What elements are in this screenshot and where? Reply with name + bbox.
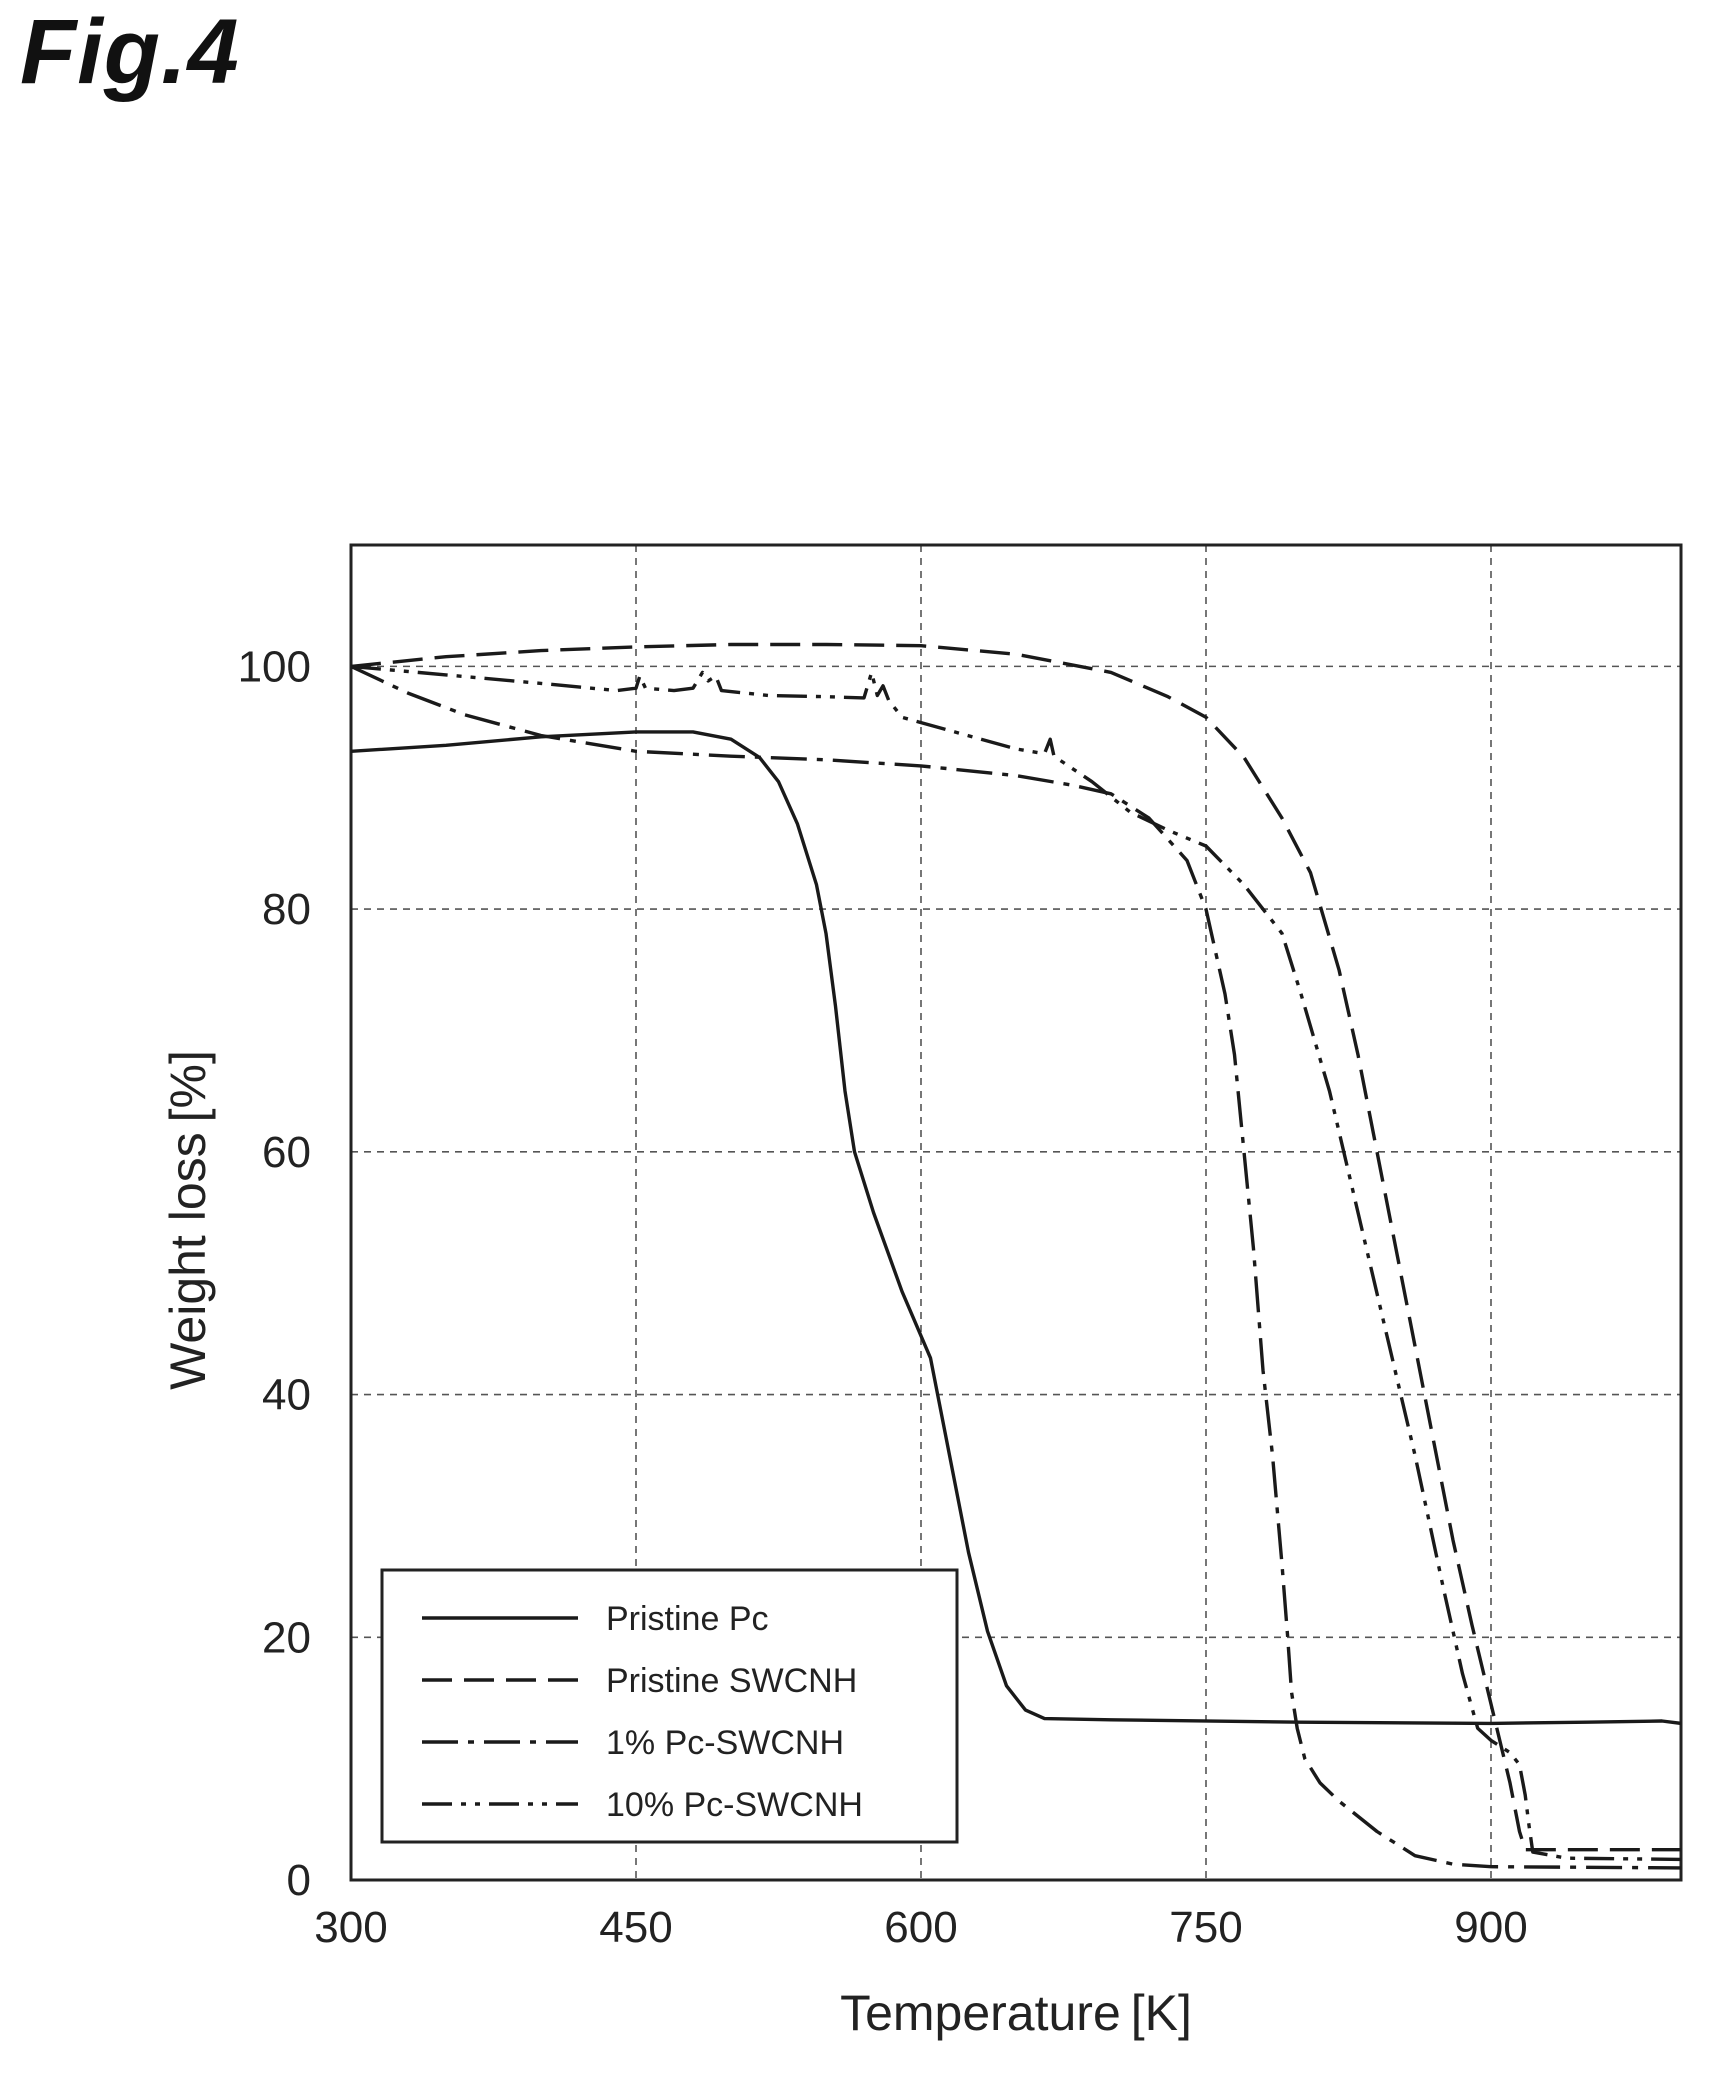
legend-label: Pristine SWCNH	[606, 1662, 857, 1700]
x-tick-label: 450	[599, 1903, 672, 1952]
series-line-3	[351, 664, 1681, 1870]
legend-label: 1% Pc-SWCNH	[606, 1724, 844, 1762]
y-tick-label: 40	[262, 1371, 311, 1420]
series-line-2	[351, 642, 1681, 1852]
y-tick-label: 0	[287, 1856, 311, 1905]
x-axis-title: Temperature [K]	[840, 1985, 1192, 2041]
legend-box	[380, 1568, 959, 1844]
y-axis-title: Weight loss [%]	[160, 1050, 216, 1390]
x-tick-label: 750	[1169, 1903, 1242, 1952]
series-lines	[351, 642, 1681, 1870]
legend: Pristine Pc Pristine SWCNH 1% Pc-SWCNH 10% …	[380, 1568, 959, 1844]
y-tick-label: 80	[262, 885, 311, 934]
plot-frame	[349, 543, 1683, 1882]
legend-label: Pristine Pc	[606, 1600, 769, 1638]
y-tick-label: 100	[238, 642, 311, 691]
x-tick-label: 300	[314, 1903, 387, 1952]
x-tick-label: 600	[884, 1903, 957, 1952]
legend-label: 10% Pc-SWCNH	[606, 1786, 863, 1824]
x-tick-label: 900	[1454, 1903, 1527, 1952]
y-tick-label: 60	[262, 1128, 311, 1177]
grid-lines	[351, 545, 1681, 1880]
tick-labels: 300 450 600 750 900 0 20 40 60 80 100	[238, 642, 1528, 1952]
series-line-4	[351, 664, 1681, 1862]
series-line-1	[351, 730, 1681, 1726]
y-tick-label: 20	[262, 1613, 311, 1662]
figure-label: Fig.4	[20, 1, 240, 103]
